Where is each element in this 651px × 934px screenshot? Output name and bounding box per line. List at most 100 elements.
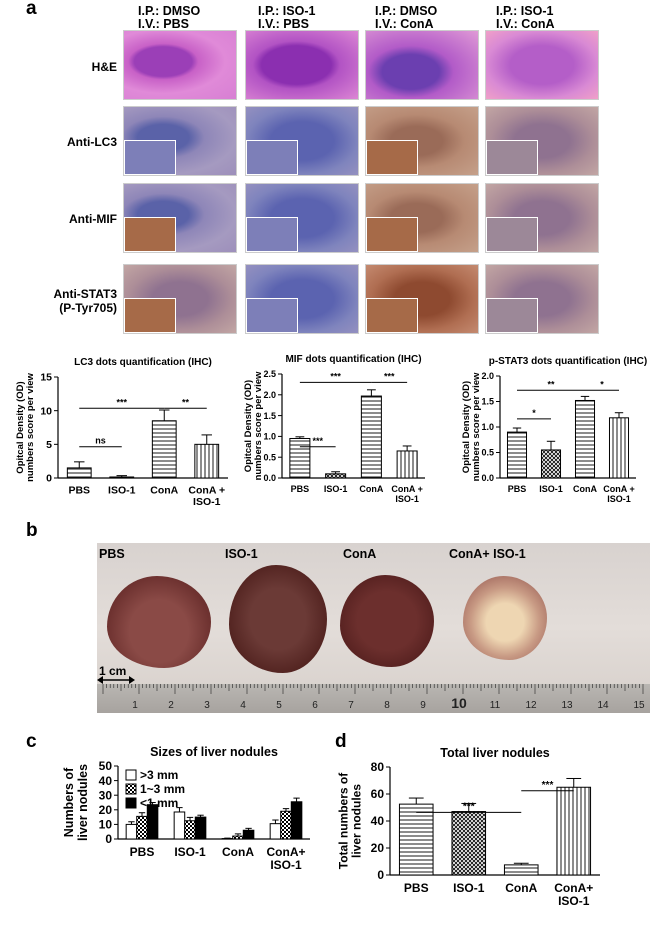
ruler-number: 11 bbox=[490, 700, 501, 711]
y-tick-label: 0.0 bbox=[481, 473, 494, 483]
inset-image bbox=[246, 217, 298, 252]
x-tick-label: ISO-1 bbox=[324, 484, 348, 494]
y-tick-label: 0 bbox=[105, 832, 112, 846]
significance-label: *** bbox=[116, 397, 127, 407]
photo-label-pbs: PBS bbox=[99, 547, 125, 561]
inset-image bbox=[486, 217, 538, 252]
y-tick-label: 5 bbox=[46, 439, 52, 451]
y-tick-label: 15 bbox=[40, 372, 52, 384]
inset-image bbox=[366, 217, 418, 252]
bar bbox=[325, 473, 347, 479]
significance-label: ** bbox=[182, 397, 190, 407]
micrograph-mif-iso1 bbox=[245, 183, 359, 253]
y-tick-label: 0.5 bbox=[481, 448, 494, 458]
micrograph-he-cona-iso1 bbox=[485, 30, 599, 100]
x-tick-label: PBS bbox=[68, 485, 90, 497]
bar bbox=[280, 810, 292, 840]
column-header-3: I.P.: DMSO I.V.: ConA bbox=[375, 4, 438, 31]
ruler-number: 14 bbox=[597, 700, 609, 711]
y-tick-label: 1.0 bbox=[263, 432, 276, 442]
inset-image bbox=[486, 298, 538, 333]
lc3-chart: LC3 dots quantification (IHC) Opitcal Den… bbox=[15, 357, 228, 508]
quantification-charts: LC3 dots quantification (IHC) Opitcal Den… bbox=[15, 354, 647, 508]
y-tick-label: 30 bbox=[99, 788, 113, 802]
x-tick-label: PBS bbox=[404, 881, 429, 895]
ruler-number: 13 bbox=[561, 700, 573, 711]
legend-swatch bbox=[125, 783, 137, 795]
ruler-number: 8 bbox=[384, 700, 390, 711]
bar bbox=[360, 395, 382, 479]
inset-image bbox=[124, 298, 176, 333]
y-tick-label: 10 bbox=[40, 405, 52, 417]
y-tick-label: 10 bbox=[99, 818, 113, 832]
y-tick-label: 50 bbox=[99, 759, 113, 773]
scale-bar-label: 1 cm bbox=[99, 664, 127, 678]
y-axis-label: Total numbers ofliver nodules bbox=[336, 772, 363, 869]
bar bbox=[125, 823, 138, 840]
inset-image bbox=[246, 140, 298, 175]
x-tick-label: ConA + ISO-1 bbox=[391, 484, 422, 504]
bar bbox=[109, 476, 135, 479]
legend-label: >3 mm bbox=[140, 768, 178, 782]
row-label-ptyr705: (P-Tyr705) bbox=[59, 301, 117, 315]
x-tick-label: ConA+ ISO-1 bbox=[267, 845, 306, 872]
micrograph-he-pbs bbox=[123, 30, 237, 100]
ruler-number: 9 bbox=[420, 700, 426, 711]
y-tick-label: 2.0 bbox=[481, 371, 494, 381]
y-axis-label: Opitcal Density (OD)numbers score per vi… bbox=[15, 373, 36, 482]
inset-image bbox=[246, 298, 298, 333]
x-tick-label: ConA + ISO-1 bbox=[188, 485, 225, 509]
x-tick-label: ConA bbox=[150, 485, 178, 497]
ruler-number: 6 bbox=[312, 700, 318, 711]
y-tick-label: 0 bbox=[377, 868, 384, 882]
y-tick-label: 40 bbox=[371, 814, 385, 828]
x-tick-label: ConA bbox=[359, 484, 383, 494]
inset-image bbox=[486, 140, 538, 175]
total-liver-nodules-chart: Total liver nodules Total numbers ofliver… bbox=[336, 746, 600, 908]
ruler-number: 1 bbox=[132, 700, 138, 711]
y-tick-label: 1.5 bbox=[481, 397, 494, 407]
row-label-lc3: Anti-LC3 bbox=[67, 135, 117, 149]
photo-label-iso1: ISO-1 bbox=[225, 547, 258, 561]
y-axis-label: Numbers ofliver nodules bbox=[62, 764, 90, 841]
ruler-ticks: 1 2 3 4 5 6 7 8 9 10 11 12 13 14 15 bbox=[102, 684, 645, 711]
legend-swatch bbox=[125, 769, 137, 781]
bar bbox=[232, 835, 244, 840]
significance-label: *** bbox=[542, 780, 554, 791]
y-tick-label: 40 bbox=[99, 774, 113, 788]
x-tick-label: PBS bbox=[291, 484, 310, 494]
bar bbox=[290, 801, 303, 840]
significance-label: *** bbox=[312, 436, 323, 446]
legend-label: 1~3 mm bbox=[140, 782, 185, 796]
y-tick-label: 60 bbox=[371, 787, 385, 801]
legend-swatch bbox=[125, 797, 137, 809]
bar bbox=[289, 437, 311, 479]
pstat3-chart: p-STAT3 dots quantification (IHC) Opitcal… bbox=[461, 356, 647, 504]
bar bbox=[540, 449, 562, 479]
bar bbox=[151, 420, 177, 479]
micrograph-stat3-iso1 bbox=[245, 264, 359, 334]
y-tick-label: 20 bbox=[99, 803, 113, 817]
row-label-mif: Anti-MIF bbox=[69, 212, 117, 226]
bar bbox=[503, 864, 539, 876]
y-tick-label: 1.5 bbox=[263, 411, 276, 421]
bar bbox=[184, 820, 196, 840]
sizes-of-liver-nodules-chart: Sizes of liver nodules Numbers ofliver no… bbox=[62, 745, 310, 872]
row-label-he: H&E bbox=[91, 60, 117, 74]
x-tick-label: ConA+ ISO-1 bbox=[554, 881, 593, 908]
chart-title: Sizes of liver nodules bbox=[150, 745, 278, 759]
ruler-number: 12 bbox=[525, 700, 537, 711]
row-label-stat3: Anti-STAT3 bbox=[53, 287, 117, 301]
liver-cona-iso1 bbox=[463, 576, 547, 660]
x-tick-label: ConA + ISO-1 bbox=[603, 484, 634, 504]
photo-label-cona: ConA bbox=[343, 547, 377, 561]
micrograph-lc3-cona-iso1 bbox=[485, 106, 599, 176]
x-tick-label: ISO-1 bbox=[453, 881, 485, 895]
significance-label: ns bbox=[95, 436, 106, 446]
ruler-number: 15 bbox=[633, 700, 645, 711]
chart-title: Total liver nodules bbox=[440, 746, 550, 760]
panel-d-letter: d bbox=[335, 731, 347, 752]
micrograph-stat3-cona bbox=[365, 264, 479, 334]
panel-c-letter: c bbox=[26, 731, 37, 752]
